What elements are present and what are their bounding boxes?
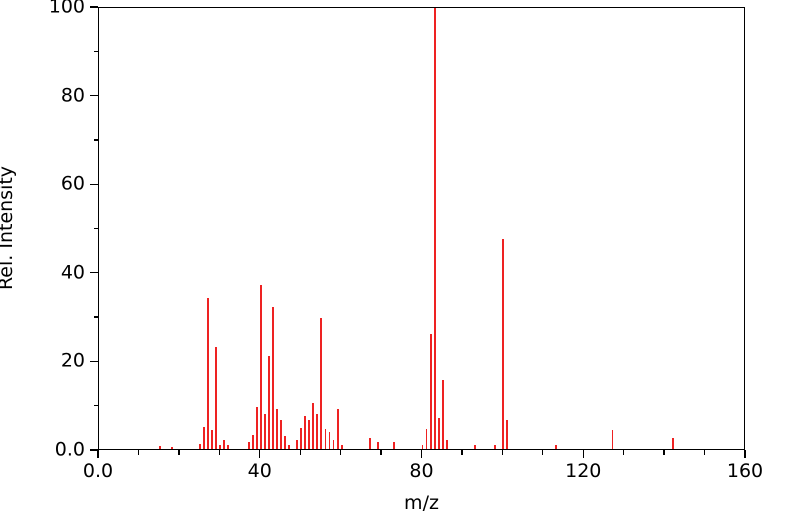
spectrum-peak [288,444,290,449]
y-tick-label: 0.0 [54,438,85,461]
spectrum-peak [421,444,424,449]
x-tick-mark [623,450,625,455]
spectrum-peak [377,442,379,449]
y-tick-mark [93,316,98,318]
spectrum-peak [312,402,315,449]
spectrum-peak [275,409,278,449]
x-tick-mark [137,450,140,455]
spectrum-peak [203,426,206,449]
spectrum-peak [284,435,286,449]
spectrum-peak [211,430,214,449]
spectrum-peak [259,285,262,449]
x-tick-mark [178,450,180,455]
spectrum-peak [332,440,335,449]
x-tick-mark [663,450,665,455]
spectrum-peak [308,420,311,449]
x-axis-title: m/z [404,492,439,514]
spectrum-peak [554,444,557,449]
x-tick-mark [218,450,220,455]
spectrum-peak [320,318,323,449]
spectrum-peak [433,8,436,449]
x-tick-mark [582,450,584,458]
y-tick-mark [90,360,98,363]
spectrum-peak [247,442,250,449]
spectrum-peak [316,413,319,449]
x-tick-mark [461,450,463,455]
spectrum-peak [158,446,161,449]
x-tick-label: 120 [565,460,602,482]
spectrum-peak [437,418,440,449]
y-tick-label: 80 [60,84,85,107]
x-tick-mark [299,450,301,455]
spectrum-peak [506,420,509,449]
spectrum-peak [429,333,432,449]
y-tick-mark [90,6,98,8]
spectrum-peak [611,430,614,449]
spectrum-peak [251,434,254,449]
x-tick-mark [339,450,342,455]
spectrum-peak [296,440,299,449]
spectrum-peaks [99,8,744,449]
spectrum-peak [199,443,202,449]
spectrum-peak [300,427,303,449]
y-tick-mark [93,227,98,230]
y-tick-label: 20 [60,349,85,372]
y-tick-mark [93,50,98,52]
y-tick-mark [93,139,98,141]
x-tick-mark [259,450,261,458]
spectrum-peak [255,406,258,449]
x-axis: 0.0 40 80 120 160 m/z [83,450,763,516]
spectrum-peak [474,444,476,449]
x-tick-mark [542,450,544,455]
y-tick-mark [90,272,98,274]
spectrum-peak [445,440,448,449]
x-tick-mark [501,450,504,455]
spectrum-peak [328,432,331,449]
spectrum-peak [227,445,230,449]
spectrum-peak [304,415,307,449]
x-tick-mark [380,450,382,455]
spectrum-peak [207,298,210,449]
x-tick-label: 0.0 [82,460,114,482]
x-tick-mark [97,450,99,458]
y-tick-label: 40 [60,261,85,284]
spectrum-peak [271,307,274,449]
y-tick-mark [90,449,98,451]
spectrum-peak [324,429,327,449]
y-axis-title: Rel. Intensity [0,165,17,291]
x-tick-mark [744,450,746,458]
x-tick-label: 160 [726,460,764,482]
spectrum-peak [263,413,266,449]
spectrum-peak [223,440,226,449]
x-tick-label: 80 [409,460,434,482]
spectrum-peak [494,444,497,449]
spectrum-peak [502,238,505,449]
spectrum-peak [336,409,339,449]
spectrum-peak [267,355,270,449]
x-tick-mark [703,450,706,455]
spectrum-peak [441,380,444,449]
y-tick-label: 60 [60,172,85,195]
spectrum-peak [215,347,218,449]
spectrum-peak [340,444,343,449]
y-tick-label: 100 [48,0,85,18]
y-tick-mark [93,405,98,407]
y-axis: 0.0 20 40 60 80 100 Rel. Intensity [0,0,98,461]
y-tick-mark [90,94,98,97]
spectrum-peak [368,437,371,449]
y-tick-mark [90,183,98,185]
spectrum-peak [425,429,428,449]
spectrum-peak [170,446,173,449]
spectrum-peak [672,437,675,449]
spectrum-peak [393,442,396,449]
x-tick-label: 40 [247,460,272,482]
spectrum-peak [219,444,222,449]
x-tick-mark [420,450,423,458]
spectrum-peak [280,420,282,449]
plot-area [98,7,745,450]
